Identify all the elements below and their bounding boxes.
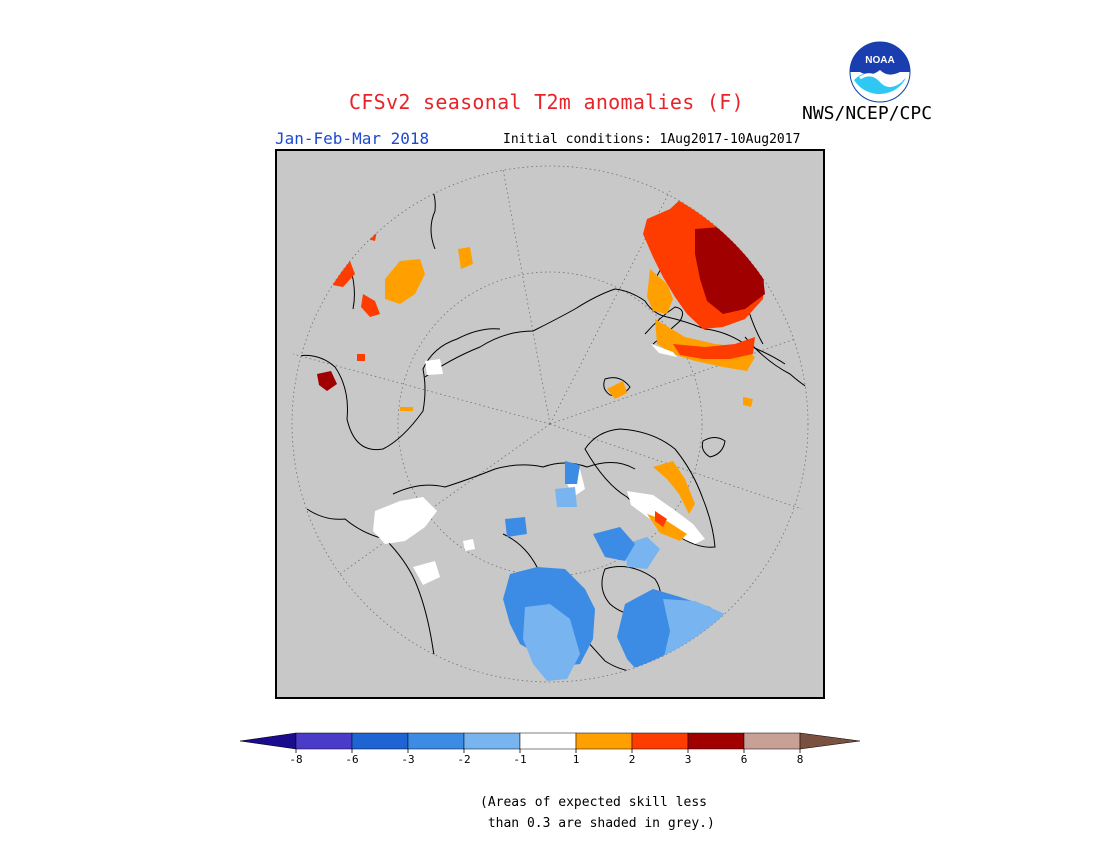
coastline-europe bbox=[744, 336, 808, 395]
chart-title: CFSv2 seasonal T2m anomalies (F) bbox=[349, 90, 744, 114]
legend-swatch bbox=[295, 732, 353, 750]
legend-tick-label: 8 bbox=[797, 753, 804, 766]
legend-tick-label: 2 bbox=[629, 753, 636, 766]
coastline-greenland bbox=[584, 428, 716, 548]
anomaly-region-alaska-neutral-small bbox=[413, 561, 440, 585]
map-frame bbox=[275, 149, 825, 699]
skill-note-line1: (Areas of expected skill less bbox=[480, 795, 707, 810]
anomaly-region-alaska-plus2 bbox=[400, 407, 413, 411]
anomaly-region-arctic-islands-minus2 bbox=[565, 461, 580, 484]
coastline-canada-north bbox=[392, 462, 636, 495]
anomaly-region-pacific-neutral bbox=[463, 539, 475, 551]
skill-note-line2: than 0.3 are shaded in grey.) bbox=[480, 816, 715, 831]
anomaly-region-siberia-small-plus2 bbox=[458, 247, 473, 269]
legend-swatches bbox=[239, 732, 861, 750]
meridian-line bbox=[292, 353, 551, 425]
legend-tick-label: -8 bbox=[289, 753, 302, 766]
legend-swatch bbox=[407, 732, 465, 750]
polar-anomaly-map bbox=[275, 149, 825, 699]
coastline-north-america-west bbox=[306, 508, 444, 682]
anomaly-region-russia-far-plus2 bbox=[607, 381, 627, 399]
anomaly-region-baffin-minus2 bbox=[593, 527, 635, 561]
meridian-line bbox=[502, 168, 551, 425]
legend-tick-label: -3 bbox=[401, 753, 414, 766]
agency-label: NWS/NCEP/CPC bbox=[802, 103, 933, 124]
anomaly-region-china-plus6 bbox=[317, 371, 337, 391]
legend-swatch bbox=[743, 732, 801, 750]
skill-note: (Areas of expected skill less than 0.3 a… bbox=[480, 792, 715, 834]
season-label: Jan-Feb-Mar 2018 bbox=[275, 129, 430, 148]
meridian-line bbox=[549, 190, 671, 425]
anomaly-region-greenland-tip-plus3 bbox=[655, 511, 667, 527]
anomaly-region-eastern-europe-plus3 bbox=[673, 337, 755, 359]
legend-swatch bbox=[519, 732, 577, 750]
anomaly-region-baltic-plus2 bbox=[647, 269, 673, 314]
legend-ticks: -8 -6 -3 -2 -1 1 2 3 6 8 bbox=[289, 749, 803, 766]
logo-text: NOAA bbox=[865, 55, 894, 66]
anomaly-region-siberia-plus2 bbox=[385, 259, 425, 304]
legend-tick-label: -2 bbox=[457, 753, 470, 766]
meridian-line bbox=[549, 423, 803, 510]
coastline-siberia bbox=[424, 288, 786, 378]
coastline-alaska bbox=[292, 328, 501, 451]
color-legend: -8 -6 -3 -2 -1 1 2 3 6 8 bbox=[239, 732, 861, 766]
initial-conditions-label: Initial conditions: 1Aug2017-10Aug2017 bbox=[503, 132, 801, 147]
legend-tick-label: -1 bbox=[513, 753, 526, 766]
legend-tick-label: 6 bbox=[741, 753, 748, 766]
meridian-line bbox=[549, 338, 796, 425]
coastline-iceland bbox=[701, 437, 726, 458]
anomaly-region-greenland-plus1 bbox=[627, 491, 705, 544]
legend-swatch bbox=[463, 732, 521, 750]
anomaly-region-aleutian-neutral bbox=[425, 359, 443, 375]
legend-swatch bbox=[687, 732, 745, 750]
anomaly-region-sakhalin-plus3 bbox=[361, 294, 380, 317]
anomaly-region-alaska-neutral bbox=[373, 497, 437, 544]
legend-swatch bbox=[631, 732, 689, 750]
anomaly-region-greenland-plus2 bbox=[653, 461, 695, 514]
legend-arrow-high bbox=[799, 732, 861, 750]
legend-tick-label: -6 bbox=[345, 753, 358, 766]
legend-swatch bbox=[575, 732, 633, 750]
anomaly-region-yukon-minus2 bbox=[505, 517, 527, 537]
anomaly-region-arctic-islands-minus1 bbox=[555, 487, 577, 507]
anomaly-region-iberia-plus2 bbox=[743, 397, 753, 407]
noaa-logo-icon: NOAA bbox=[849, 41, 911, 103]
legend-swatch bbox=[351, 732, 409, 750]
latitude-circle-outer bbox=[291, 165, 809, 683]
anomaly-region-central-canada-minus1 bbox=[523, 604, 580, 681]
anomaly-region-pacific-plus3 bbox=[357, 354, 365, 361]
legend-tick-label: 3 bbox=[685, 753, 692, 766]
anomaly-region-neutral-strip bbox=[651, 344, 677, 357]
legend-arrow-low bbox=[239, 732, 297, 750]
legend-tick-label: 1 bbox=[573, 753, 580, 766]
